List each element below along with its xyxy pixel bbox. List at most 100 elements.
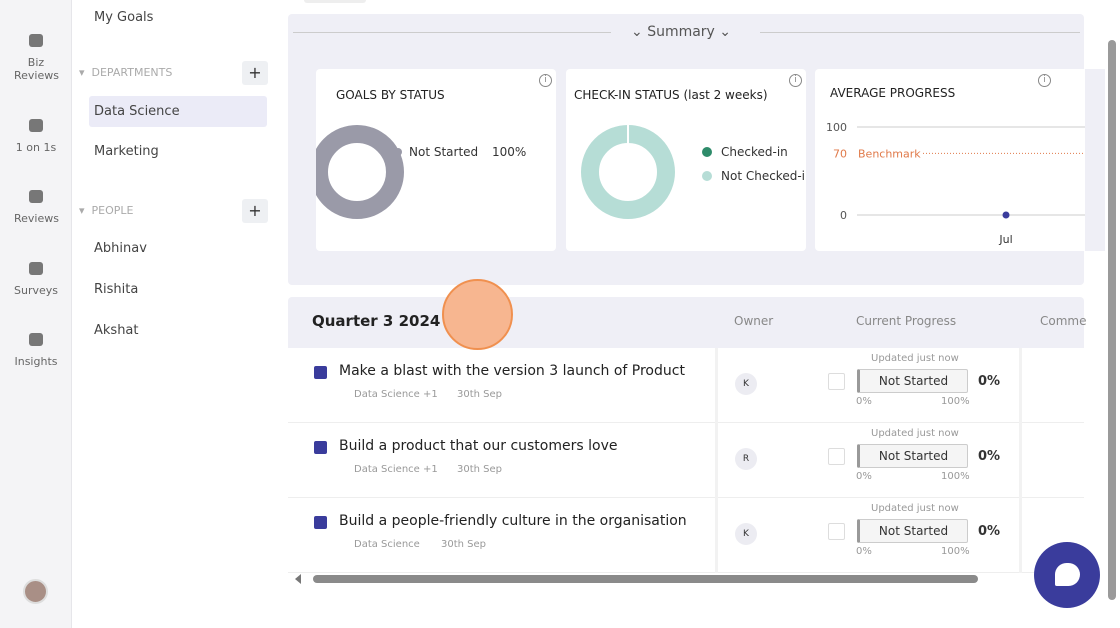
card-title: CHECK-IN STATUS (last 2 weeks) (574, 88, 768, 102)
progress: 0% (978, 449, 1001, 464)
row-divider (1019, 348, 1022, 423)
donut (316, 125, 404, 219)
status-box[interactable]: Not Started (857, 444, 968, 468)
sidebar-item[interactable]: Insights (0, 331, 72, 368)
row-divider (715, 423, 718, 498)
share-icon[interactable] (828, 373, 845, 390)
goal-row: Make a blast with the version 3 launch o… (288, 348, 1084, 423)
department[interactable]: Data Science (89, 96, 267, 127)
donut-ring (581, 125, 675, 219)
goal-department: Data Science (354, 539, 420, 550)
section-title: ▾ DEPARTMENTS (79, 66, 173, 79)
donut (581, 124, 712, 219)
goal-row: Build a product that our customers love D… (288, 423, 1084, 498)
v-scrollbar[interactable] (1108, 40, 1116, 600)
sidebar-icon (29, 333, 43, 346)
legend-label: Not Started (409, 145, 479, 159)
legend-dot (702, 147, 712, 157)
x-tick-label: Jul (998, 233, 1012, 246)
section-title: ▾ PEOPLE (79, 204, 134, 217)
sidebar-label: 1 on 1s (15, 141, 57, 154)
progress-chart: 0 100 70 Benchmark Jul (826, 121, 1085, 246)
column-header: Comme (1040, 314, 1087, 328)
y-tick-label: 0 (840, 209, 847, 222)
h-scrollbar[interactable] (313, 575, 978, 583)
row-divider (715, 498, 718, 573)
legend-dot (394, 148, 402, 156)
legend-label: Not Checked-in (721, 169, 806, 183)
goal-title: Make a blast with the version 3 launch o… (339, 363, 685, 379)
my-goals[interactable]: My Goals (94, 10, 154, 25)
quarter-header: Quarter 3 2024 Owner Current Progress Co… (288, 297, 1087, 348)
progress-max: 100% (941, 546, 970, 557)
add-button[interactable]: + (242, 199, 268, 223)
cursor-highlight (442, 279, 513, 350)
benchmark-label: Benchmark (858, 147, 921, 160)
section-label: PEOPLE (91, 204, 134, 217)
average-progress-card: AVERAGE PROGRESS i 0 100 70 Benchmark Jul (815, 69, 1085, 251)
info-icon[interactable]: i (789, 74, 802, 87)
sidebar-icon (29, 262, 43, 275)
sidebar-item[interactable]: Biz Reviews (0, 32, 72, 82)
expand-icon[interactable] (314, 441, 327, 454)
sidebar-icon (29, 119, 43, 132)
goal-department: Data Science +1 (354, 464, 438, 475)
progress-min: 0% (856, 546, 872, 557)
owner-avatar: K (735, 523, 757, 545)
sidebar-label: Biz Reviews (14, 56, 59, 82)
status-box[interactable]: Not Started (857, 519, 968, 543)
progress-max: 100% (941, 396, 970, 407)
nav-panel: My Goals ▾ DEPARTMENTS + Data Science Ma… (73, 0, 283, 628)
department[interactable]: Marketing (94, 144, 159, 159)
sidebar: Biz Reviews 1 on 1s Reviews Surveys Insights (0, 0, 72, 628)
sidebar-icon (29, 34, 43, 47)
checkin-card: CHECK-IN STATUS (last 2 weeks) i Checked… (566, 69, 806, 251)
updated: Updated just now (871, 503, 959, 514)
card-title: GOALS BY STATUS (336, 88, 445, 102)
progress-min: 0% (856, 396, 872, 407)
goal-department: Data Science +1 (354, 389, 438, 400)
sidebar-item[interactable]: Reviews (0, 188, 72, 225)
sidebar-label: Insights (14, 355, 58, 368)
goal-title: Build a people-friendly culture in the o… (339, 513, 687, 529)
info-icon[interactable]: i (539, 74, 552, 87)
chat-button[interactable] (1034, 542, 1100, 608)
section-label: DEPARTMENTS (91, 66, 173, 79)
row-divider (1019, 423, 1022, 498)
goal-due: 30th Sep (457, 464, 503, 475)
add-button[interactable]: + (242, 61, 268, 85)
progress-max: 100% (941, 471, 970, 482)
progress: 0% (978, 374, 1001, 389)
column-header: Current Progress (856, 314, 957, 328)
card-title: AVERAGE PROGRESS (830, 86, 956, 100)
share-icon[interactable] (828, 523, 845, 540)
goal-row: Build a people-friendly culture in the o… (288, 498, 1084, 573)
summary-toggle[interactable]: ⌄ Summary ⌄ (631, 24, 732, 40)
summary-title: Summary (647, 24, 715, 40)
updated: Updated just now (871, 353, 959, 364)
expand-icon[interactable] (314, 366, 327, 379)
row-divider (715, 348, 718, 423)
quarter-title: Quarter 3 2024 (312, 312, 441, 330)
expand-icon[interactable] (314, 516, 327, 529)
row-divider (1019, 498, 1022, 573)
share-icon[interactable] (828, 448, 845, 465)
donut-ring (316, 125, 404, 219)
owner-avatar: R (735, 448, 757, 470)
progress-min: 0% (856, 471, 872, 482)
scroll-left[interactable] (295, 574, 301, 584)
sidebar-item[interactable]: 1 on 1s (0, 117, 72, 154)
person[interactable]: Rishita (94, 282, 139, 297)
legend-dot (702, 171, 712, 181)
divider (293, 32, 611, 33)
person[interactable]: Abhinav (94, 241, 147, 256)
donut-gap (627, 124, 629, 144)
legend-value: 100% (492, 145, 527, 159)
avatar[interactable] (23, 579, 48, 604)
status-box[interactable]: Not Started (857, 369, 968, 393)
info-icon[interactable]: i (1038, 74, 1051, 87)
goal-title: Build a product that our customers love (339, 438, 618, 454)
person[interactable]: Akshat (94, 323, 139, 338)
data-point (1002, 211, 1010, 219)
sidebar-item[interactable]: Surveys (0, 260, 72, 297)
